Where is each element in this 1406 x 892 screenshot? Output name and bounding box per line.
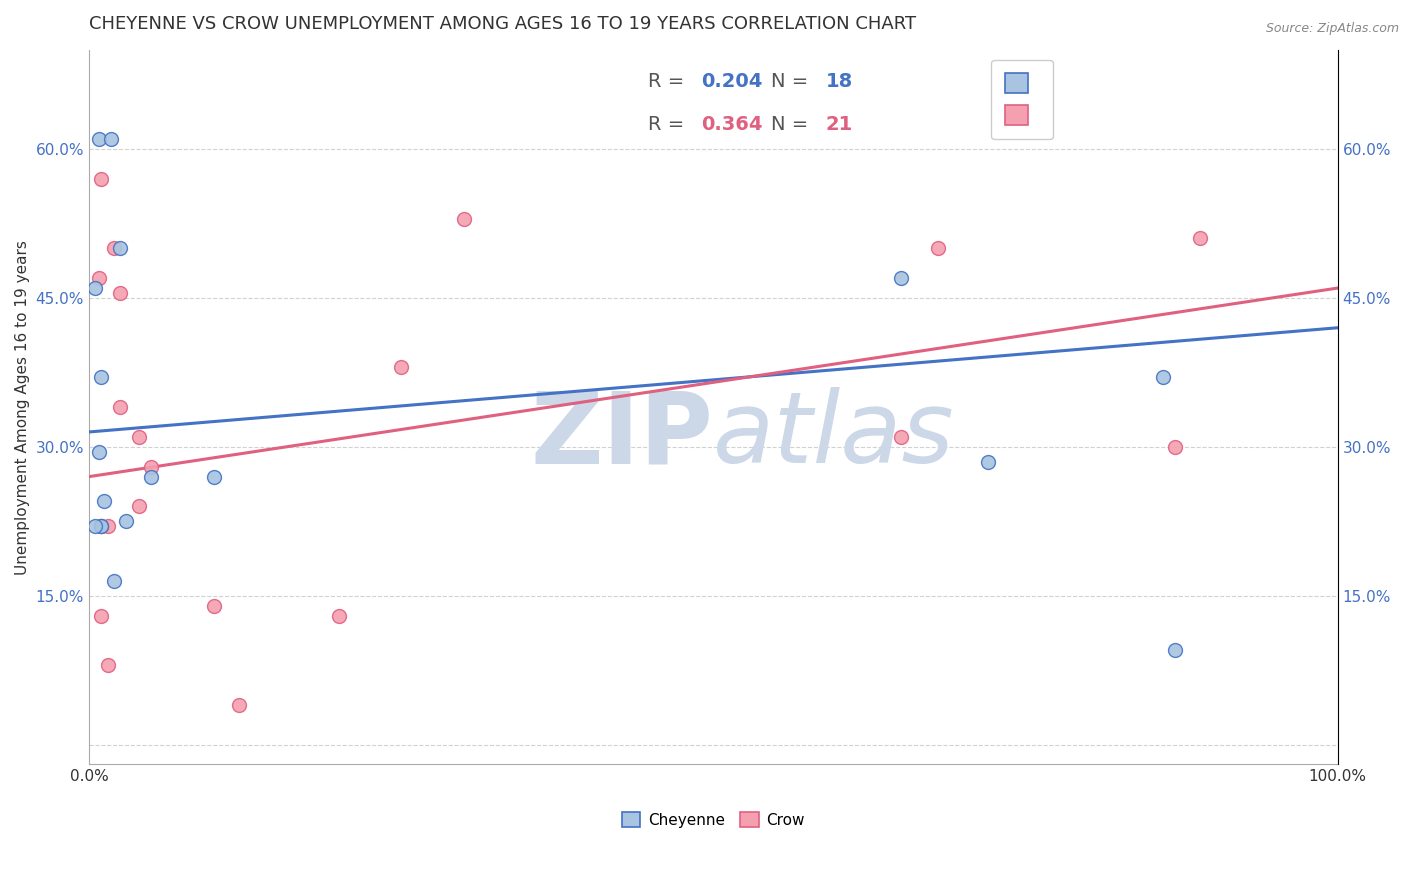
Text: 21: 21 — [825, 115, 853, 135]
Point — [100, 132, 122, 146]
Point — [202, 469, 225, 483]
Point — [97, 519, 120, 533]
Point — [141, 459, 163, 474]
Point — [389, 360, 412, 375]
Point — [103, 574, 125, 588]
Point — [453, 211, 475, 226]
Point — [97, 658, 120, 673]
Point — [103, 241, 125, 255]
Point — [87, 132, 110, 146]
Text: 0.364: 0.364 — [700, 115, 762, 135]
Text: N =: N = — [770, 115, 814, 135]
Point — [128, 430, 150, 444]
Point — [890, 271, 912, 285]
Text: ZIP: ZIP — [530, 387, 713, 484]
Point — [93, 494, 115, 508]
Point — [84, 519, 107, 533]
Point — [1152, 370, 1174, 384]
Point — [90, 608, 112, 623]
Point — [1189, 231, 1212, 245]
Point — [87, 271, 110, 285]
Point — [228, 698, 250, 712]
Point — [108, 400, 131, 414]
Point — [90, 519, 112, 533]
Point — [87, 445, 110, 459]
Point — [202, 599, 225, 613]
Text: CHEYENNE VS CROW UNEMPLOYMENT AMONG AGES 16 TO 19 YEARS CORRELATION CHART: CHEYENNE VS CROW UNEMPLOYMENT AMONG AGES… — [89, 15, 917, 33]
Point — [90, 370, 112, 384]
Y-axis label: Unemployment Among Ages 16 to 19 years: Unemployment Among Ages 16 to 19 years — [15, 240, 30, 574]
Text: atlas: atlas — [713, 387, 955, 484]
Text: N =: N = — [770, 72, 814, 92]
Point — [128, 500, 150, 514]
Text: 18: 18 — [825, 72, 853, 92]
Point — [108, 285, 131, 300]
Text: Source: ZipAtlas.com: Source: ZipAtlas.com — [1265, 22, 1399, 36]
Text: R =: R = — [648, 115, 690, 135]
Point — [1164, 440, 1187, 454]
Point — [84, 281, 107, 295]
Point — [328, 608, 350, 623]
Point — [890, 430, 912, 444]
Point — [108, 241, 131, 255]
Point — [141, 469, 163, 483]
Text: 0.204: 0.204 — [700, 72, 762, 92]
Point — [1164, 643, 1187, 657]
Point — [90, 519, 112, 533]
Point — [90, 519, 112, 533]
Point — [115, 514, 138, 528]
Point — [927, 241, 949, 255]
Legend: Cheyenne, Crow: Cheyenne, Crow — [614, 805, 813, 836]
Text: R =: R = — [648, 72, 690, 92]
Point — [90, 172, 112, 186]
Point — [977, 455, 1000, 469]
